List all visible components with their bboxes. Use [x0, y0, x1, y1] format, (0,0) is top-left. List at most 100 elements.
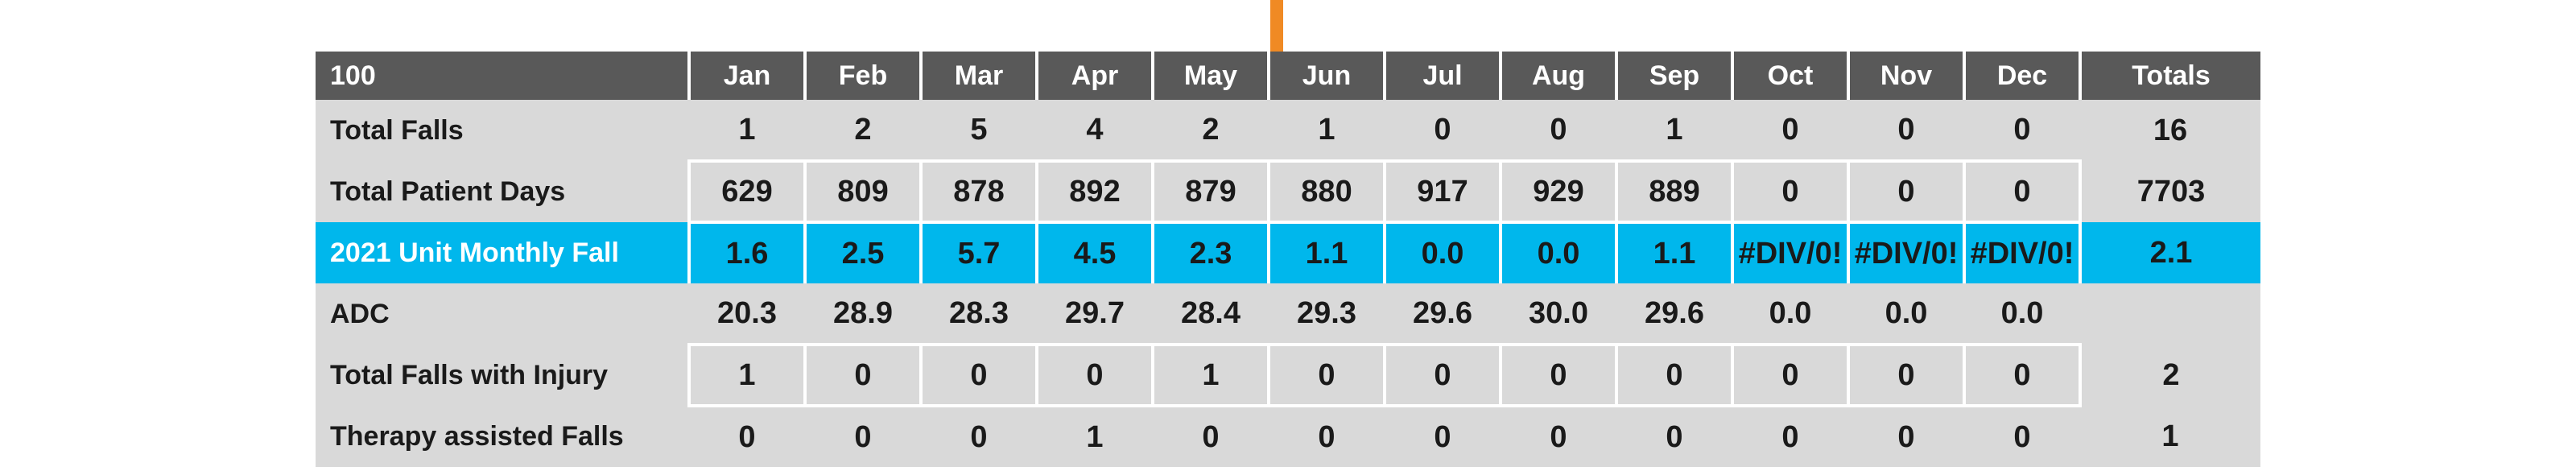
table-cell: 809: [803, 159, 921, 224]
table-cell: 0: [1383, 343, 1501, 407]
table-cell: 0: [1732, 406, 1848, 467]
month-header-may: May: [1151, 52, 1269, 100]
table-cell: 28.9: [805, 283, 921, 345]
table-cell: 0: [803, 343, 921, 407]
table-cell: 879: [1151, 159, 1269, 224]
table-cell: 0: [1732, 100, 1848, 161]
table-cell: 0: [1615, 343, 1732, 407]
table-cell: 0: [1731, 343, 1848, 407]
table-cell: 0: [919, 343, 1037, 407]
table-cell: 28.4: [1153, 283, 1269, 345]
table-header-row: 100 Jan Feb Mar Apr May Jun Jul Aug Sep …: [316, 52, 2260, 100]
table-cell: 20.3: [689, 283, 805, 345]
table-cell: 0: [1848, 406, 1964, 467]
table-cell: 0: [1153, 406, 1269, 467]
month-header-jun: Jun: [1267, 52, 1385, 100]
table-cell: 0: [1963, 343, 2080, 407]
table-cell: 2.5: [803, 222, 921, 283]
month-header-apr: Apr: [1035, 52, 1153, 100]
table-cell: 0: [1848, 100, 1964, 161]
table-cell: 1: [1151, 343, 1269, 407]
table-cell: 880: [1267, 159, 1385, 224]
table-cell: 28.3: [921, 283, 1037, 345]
row-label: 2021 Unit Monthly Fall: [316, 222, 689, 283]
table-cell: 0: [1499, 343, 1616, 407]
table-cell: 0: [1847, 343, 1964, 407]
table-cell: 2: [805, 100, 921, 161]
table-cell: 0: [921, 406, 1037, 467]
total-cell: [2080, 283, 2260, 345]
row-label: ADC: [316, 283, 689, 345]
total-cell: 1: [2080, 406, 2260, 467]
table-cell: 0: [1963, 159, 2080, 224]
unit-number-header: 100: [316, 52, 689, 100]
row-label: Total Falls with Injury: [316, 345, 689, 406]
table-cell: 889: [1615, 159, 1732, 224]
table-cell: 892: [1035, 159, 1153, 224]
table-cell: #DIV/0!: [1963, 222, 2080, 283]
table-cell: 1.1: [1615, 222, 1732, 283]
table-cell: 0: [1269, 406, 1385, 467]
table-cell: 29.7: [1037, 283, 1153, 345]
table-cell: #DIV/0!: [1847, 222, 1964, 283]
table-cell: 4: [1037, 100, 1153, 161]
table-cell: 0: [1035, 343, 1153, 407]
table-cell: 0: [1267, 343, 1385, 407]
month-header-sep: Sep: [1615, 52, 1732, 100]
table-cell: 0.0: [1499, 222, 1616, 283]
table-cell: 929: [1499, 159, 1616, 224]
month-header-jul: Jul: [1383, 52, 1501, 100]
table-cell: 1: [689, 100, 805, 161]
table-cell: 0.0: [1848, 283, 1964, 345]
table-cell: 0: [1385, 406, 1501, 467]
table-row-total-patient-days: Total Patient Days 629 809 878 892 879 8…: [316, 159, 2260, 224]
month-header-nov: Nov: [1847, 52, 1964, 100]
table-row-therapy-assisted-falls: Therapy assisted Falls 0 0 0 1 0 0 0 0 0…: [316, 406, 2260, 467]
table-cell: 0: [689, 406, 805, 467]
table-cell: 629: [687, 159, 805, 224]
table-cell: 30.0: [1501, 283, 1616, 345]
table-cell: 1.1: [1267, 222, 1385, 283]
table-cell: 878: [919, 159, 1037, 224]
table-cell: 5.7: [919, 222, 1037, 283]
table-cell: 0: [1964, 100, 2080, 161]
table-cell: 1: [1616, 100, 1732, 161]
table-cell: 29.3: [1269, 283, 1385, 345]
monthly-falls-table: 100 Jan Feb Mar Apr May Jun Jul Aug Sep …: [316, 52, 2260, 467]
table-cell: 0.0: [1732, 283, 1848, 345]
month-header-feb: Feb: [803, 52, 921, 100]
month-header-mar: Mar: [919, 52, 1037, 100]
month-header-jan: Jan: [687, 52, 805, 100]
table-cell: 4.5: [1035, 222, 1153, 283]
table-cell: 0: [1501, 406, 1616, 467]
table-cell: 2.3: [1151, 222, 1269, 283]
table-row-total-falls: Total Falls 1 2 5 4 2 1 0 0 1 0 0 0 16: [316, 100, 2260, 161]
table-cell: 0.0: [1964, 283, 2080, 345]
total-cell: 2: [2079, 345, 2260, 406]
table-cell: 917: [1383, 159, 1501, 224]
table-cell: 5: [921, 100, 1037, 161]
table-cell: 1: [1269, 100, 1385, 161]
table-cell: 0: [1964, 406, 2080, 467]
total-cell: 2.1: [2079, 222, 2260, 283]
table-cell: 0: [1385, 100, 1501, 161]
month-header-oct: Oct: [1731, 52, 1848, 100]
table-cell: 0: [805, 406, 921, 467]
row-label: Total Falls: [316, 100, 689, 161]
row-label: Therapy assisted Falls: [316, 406, 689, 467]
table-cell: 0.0: [1383, 222, 1501, 283]
total-cell: 16: [2080, 100, 2260, 161]
table-cell: 1: [1037, 406, 1153, 467]
table-row-falls-with-injury: Total Falls with Injury 1 0 0 0 1 0 0 0 …: [316, 343, 2260, 407]
table-cell: 29.6: [1385, 283, 1501, 345]
total-cell: 7703: [2079, 161, 2260, 222]
month-header-aug: Aug: [1499, 52, 1616, 100]
month-header-dec: Dec: [1963, 52, 2080, 100]
table-row-unit-monthly-fall: 2021 Unit Monthly Fall 1.6 2.5 5.7 4.5 2…: [316, 222, 2260, 283]
table-row-adc: ADC 20.3 28.9 28.3 29.7 28.4 29.3 29.6 3…: [316, 283, 2260, 345]
table-cell: 1: [687, 343, 805, 407]
table-cell: 0: [1616, 406, 1732, 467]
table-cell: 0: [1847, 159, 1964, 224]
totals-header: Totals: [2079, 52, 2260, 100]
